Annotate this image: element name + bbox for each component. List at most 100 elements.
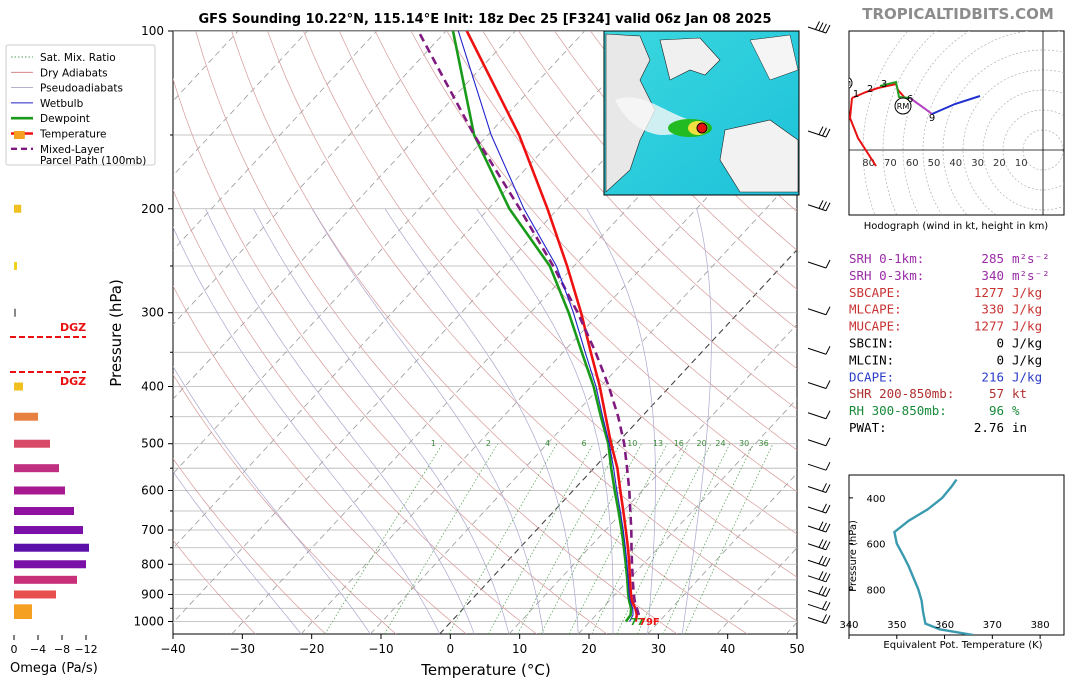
theta-y-tick-label: 400 [866,494,885,505]
hodograph-ring-label: 20 [993,158,1006,169]
omega-bar [14,382,23,391]
legend-label: Dewpoint [40,113,90,125]
hodograph-trace-6-9km [909,97,933,115]
pressure-tick-label: 900 [141,587,164,601]
pressure-tick-label: 700 [141,523,164,537]
mixing-ratio-label: 20 [697,439,707,448]
index-unit: J/kg [1012,369,1042,384]
index-label: RH 300-850mb: [849,403,947,418]
series-mixed-layer [417,31,641,616]
wind-barb [807,259,831,269]
index-unit: in [1012,420,1027,435]
index-unit: J/kg [1012,352,1042,367]
dgz-label-bottom: DGZ [60,375,86,388]
hodograph-height-label: 6 [907,94,913,105]
wind-barb [807,461,831,471]
theta-e-line [893,478,974,635]
pressure-tick-label: 100 [141,24,164,38]
hodograph-height-label: 1 [853,89,859,100]
wind-barb [807,380,831,389]
omega-bar [14,130,25,139]
wind-barb [807,555,831,567]
temperature-tick-label: 50 [789,642,804,656]
wind-barb [807,410,831,420]
theta-y-tick-label: 800 [866,585,885,596]
wind-barbs [807,21,831,624]
hodograph-ring-label: 80 [862,158,875,169]
wind-barb [807,521,831,533]
mixing-ratio-label: 36 [759,439,769,448]
hodograph-ring-label: 40 [949,158,962,169]
legend-label: Wetbulb [40,98,84,110]
omega-tick-label: −12 [74,643,97,656]
omega-tick-label: −8 [54,643,70,656]
legend-label: Mixed-Layer [40,144,105,156]
omega-bar [14,204,22,213]
sfc-dewpoint-label: 77 [630,617,644,628]
omega-bar [14,439,50,448]
omega-bar [14,526,83,535]
wind-barb [807,600,831,611]
theta-x-tick-label: 360 [935,620,954,631]
theta-x-tick-label: 370 [983,620,1002,631]
hodograph-height-label: 9 [929,113,935,124]
series-temperature [465,31,639,622]
location-map-inset [603,30,800,196]
hodograph-trace-9km-plus [931,95,981,115]
wind-barb [807,614,831,624]
mixing-ratio-label: 6 [581,439,586,448]
omega-bar [14,610,32,619]
theta-ylabel: Pressure (hPa) [848,520,859,592]
index-value: 1277 [974,285,1004,300]
series-wetbulb [457,31,634,622]
hodograph-caption: Hodograph (wind in kt, height in km) [864,221,1049,232]
index-label: MUCAPE: [849,319,902,334]
omega-bar [14,575,77,584]
index-unit: J/kg [1012,319,1042,334]
skewt-xlabel: Temperature (°C) [420,661,550,679]
omega-bar [14,560,86,569]
index-label: MLCAPE: [849,302,902,317]
wind-barb [807,346,831,355]
omega-bar [14,464,59,473]
index-value: 57 [989,386,1004,401]
legend-label: Parcel Path (100mb) [40,155,146,167]
hodograph-ring-label: 10 [1015,158,1028,169]
brand-watermark: TROPICALTIDBITS.COM [862,5,1054,23]
index-unit: m²s⁻² [1012,251,1050,266]
left-mover-label: LM [841,80,851,88]
indices-table: SRH 0-1km: 285 m²s⁻² SRH 0-3km: 340 m²s⁻² SBCA… [849,251,1050,435]
wind-barb [807,571,831,583]
temperature-tick-label: −40 [160,642,185,656]
hodograph-height-label: 2 [867,84,873,95]
index-value: 216 [981,369,1004,384]
legend-label: Dry Adiabats [40,67,108,79]
omega-tick-label: 0 [11,643,18,656]
mixing-ratio-label: 13 [653,439,663,448]
index-label: SBCAPE: [849,285,902,300]
omega-tick-label: −4 [30,643,46,656]
theta-x-tick-label: 340 [839,620,858,631]
temperature-tick-label: 40 [720,642,735,656]
index-value: 96 [989,403,1004,418]
omega-bar [14,543,89,552]
index-label: SHR 200-850mb: [849,386,954,401]
hodograph-height-label: 3 [881,79,887,90]
omega-panel: DGZ DGZ 0 −4 −8 −12 Omega (Pa/s) [10,130,98,676]
pressure-tick-label: 500 [141,437,164,451]
hodograph: 80 70 60 50 40 30 20 10 1 2 3 6 9 LM RM Hodograph (win… [841,30,1065,232]
legend: Sat. Mix. Ratio Dry Adiabats Pseudoadiabat… [5,44,156,167]
pressure-tick-label: 1000 [133,614,164,628]
index-label: SRH 0-3km: [849,268,924,283]
legend-label: Temperature [39,129,107,141]
skewt-plot: 1 2 4 6 8 10 13 16 20 24 30 36 10020030040050060070… [107,24,805,679]
omega-bar [14,507,74,516]
index-label: SRH 0-1km: [849,251,924,266]
temperature-tick-label: −10 [368,642,393,656]
index-unit: J/kg [1012,285,1042,300]
index-value: 340 [981,268,1004,283]
theta-x-tick-label: 380 [1031,620,1050,631]
mixing-ratio-label: 4 [545,439,550,448]
